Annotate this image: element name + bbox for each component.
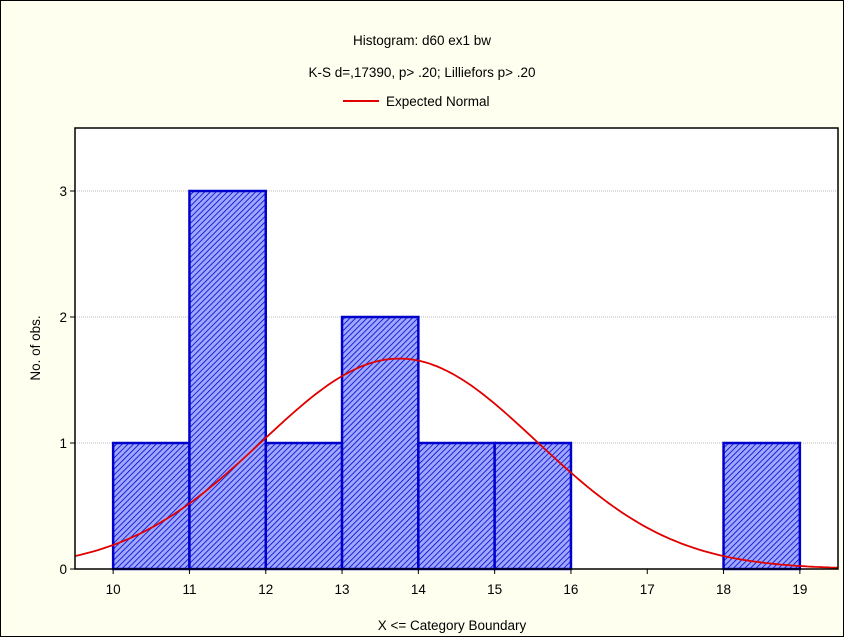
y-axis-label: No. of obs.	[28, 315, 43, 380]
y-tick-label: 0	[59, 562, 67, 577]
histogram-bar	[340, 315, 420, 571]
y-tick-label: 1	[59, 436, 67, 451]
histogram-bar	[111, 441, 191, 571]
x-tick-label: 14	[411, 582, 427, 597]
x-axis-label: X <= Category Boundary	[378, 618, 527, 633]
expected-normal-curve	[75, 357, 838, 569]
chart-subtitle: K-S d=,17390, p> .20; Lilliefors p> .20	[308, 65, 535, 80]
histogram-bar	[188, 189, 267, 571]
y-axis-ticks: 0 1 2 3	[59, 184, 75, 577]
y-tick-label: 2	[59, 310, 67, 325]
legend-label: Expected Normal	[386, 94, 490, 109]
x-tick-label: 16	[563, 582, 578, 597]
histogram-bar	[417, 441, 496, 571]
plot-border	[74, 127, 839, 570]
x-tick-label: 19	[792, 582, 807, 597]
y-tick-label: 3	[59, 184, 67, 199]
x-tick-label: 12	[258, 582, 273, 597]
x-tick-label: 11	[182, 582, 196, 597]
x-tick-label: 10	[106, 582, 121, 597]
x-tick-label: 13	[335, 582, 350, 597]
x-tick-label: 17	[640, 582, 655, 597]
histogram-bar	[264, 441, 344, 571]
chart-title: Histogram: d60 ex1 bw	[353, 33, 491, 48]
histogram-bar	[493, 441, 573, 571]
x-axis-ticks: 10 11 12 13 14 15 16 17 18 19	[106, 569, 807, 597]
histogram-bar	[722, 441, 802, 571]
x-tick-label: 15	[487, 582, 502, 597]
x-tick-label: 18	[716, 582, 731, 597]
